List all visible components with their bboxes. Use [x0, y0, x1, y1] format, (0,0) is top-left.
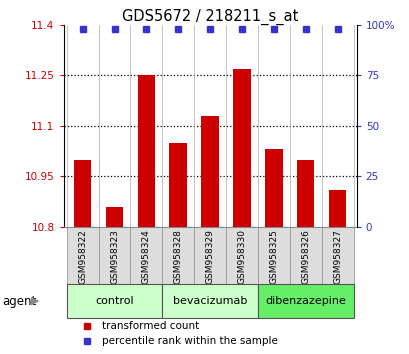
Bar [67, 284, 162, 319]
Text: percentile rank within the sample: percentile rank within the sample [101, 336, 277, 346]
Bar [106, 207, 123, 227]
Text: GSM958327: GSM958327 [332, 229, 341, 284]
Bar [265, 149, 282, 227]
Bar [137, 75, 155, 227]
Text: GSM958324: GSM958324 [142, 229, 151, 284]
Text: control: control [95, 296, 133, 306]
Bar [201, 116, 218, 227]
Bar [67, 227, 98, 284]
Bar [194, 227, 225, 284]
Text: GSM958328: GSM958328 [173, 229, 182, 284]
Bar [130, 227, 162, 284]
Text: GSM958330: GSM958330 [237, 229, 246, 284]
Text: GSM958329: GSM958329 [205, 229, 214, 284]
Text: agent: agent [2, 295, 36, 308]
Bar [289, 227, 321, 284]
Text: GSM958326: GSM958326 [301, 229, 310, 284]
Text: GSM958323: GSM958323 [110, 229, 119, 284]
Bar [74, 160, 91, 227]
Text: GSM958325: GSM958325 [269, 229, 278, 284]
Bar [321, 227, 353, 284]
Text: ▶: ▶ [31, 296, 39, 306]
Text: dibenzazepine: dibenzazepine [265, 296, 345, 306]
Bar [257, 284, 353, 319]
Bar [162, 227, 194, 284]
Bar [225, 227, 257, 284]
Text: bevacizumab: bevacizumab [173, 296, 247, 306]
Text: transformed count: transformed count [101, 321, 198, 331]
Bar [257, 227, 289, 284]
Bar [98, 227, 130, 284]
Bar [328, 190, 346, 227]
Bar [162, 284, 257, 319]
Bar [169, 143, 187, 227]
Text: GSM958322: GSM958322 [78, 229, 87, 284]
Bar [233, 69, 250, 227]
Bar [296, 160, 314, 227]
Title: GDS5672 / 218211_s_at: GDS5672 / 218211_s_at [121, 8, 298, 25]
